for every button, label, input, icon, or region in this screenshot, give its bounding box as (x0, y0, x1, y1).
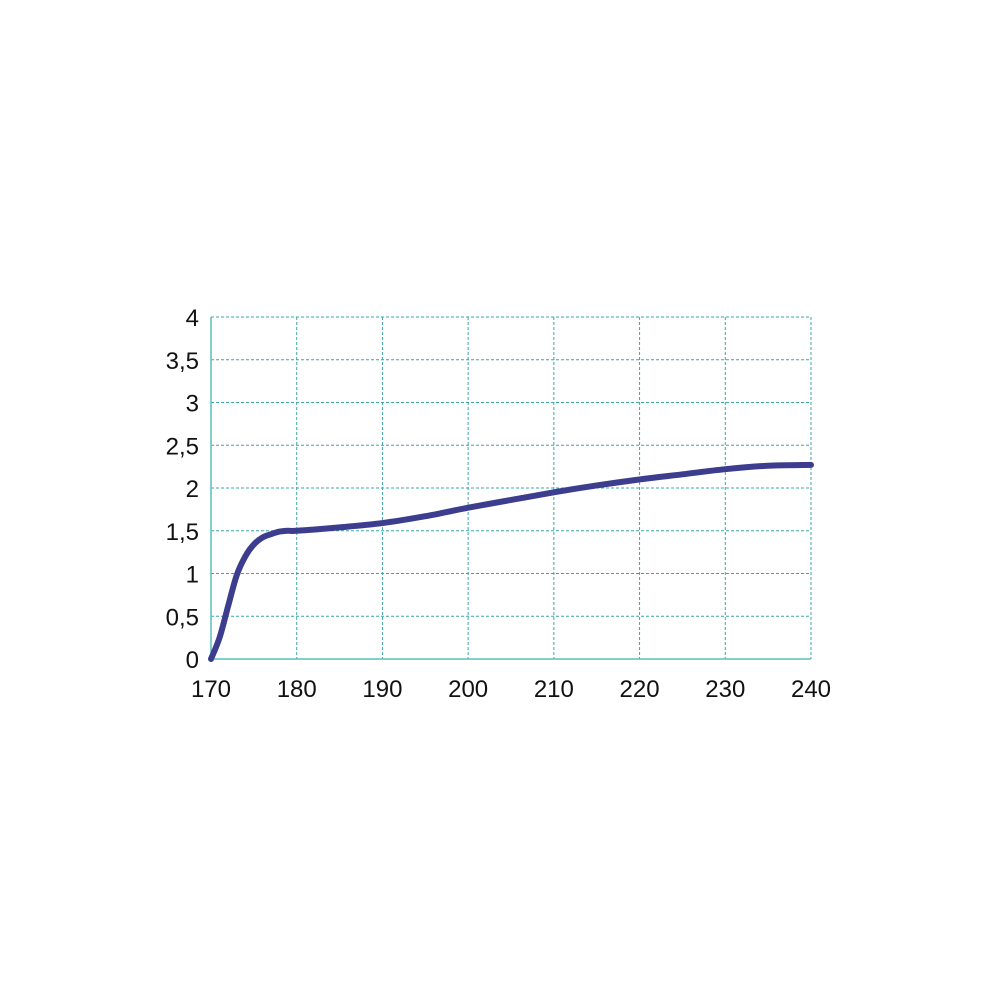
x-tick-label: 180 (277, 676, 317, 703)
x-tick-label: 230 (705, 676, 745, 703)
y-tick-label: 0,5 (166, 604, 199, 631)
series-layer (208, 461, 814, 662)
x-tick-labels: 170 180 190 200 210 220 230 240 (191, 676, 831, 703)
x-tick-label: 190 (362, 676, 402, 703)
y-tick-label: 4 (186, 305, 199, 332)
y-tick-label: 1 (186, 562, 199, 589)
series-line-0 (208, 461, 814, 662)
x-tick-label: 210 (534, 676, 574, 703)
axes (210, 317, 811, 660)
y-tick-labels: 0 0,5 1 1,5 2 2,5 3 3,5 4 (166, 305, 199, 674)
grid (211, 316, 812, 659)
x-tick-label: 220 (620, 676, 660, 703)
y-tick-label: 3,5 (166, 348, 199, 375)
y-tick-label: 2 (186, 476, 199, 503)
y-tick-label: 2,5 (166, 433, 199, 460)
y-tick-label: 0 (186, 647, 199, 674)
x-tick-label: 200 (448, 676, 488, 703)
y-tick-label: 3 (186, 391, 199, 418)
x-tick-label: 240 (791, 676, 831, 703)
x-tick-label: 170 (191, 676, 231, 703)
y-tick-label: 1,5 (166, 519, 199, 546)
